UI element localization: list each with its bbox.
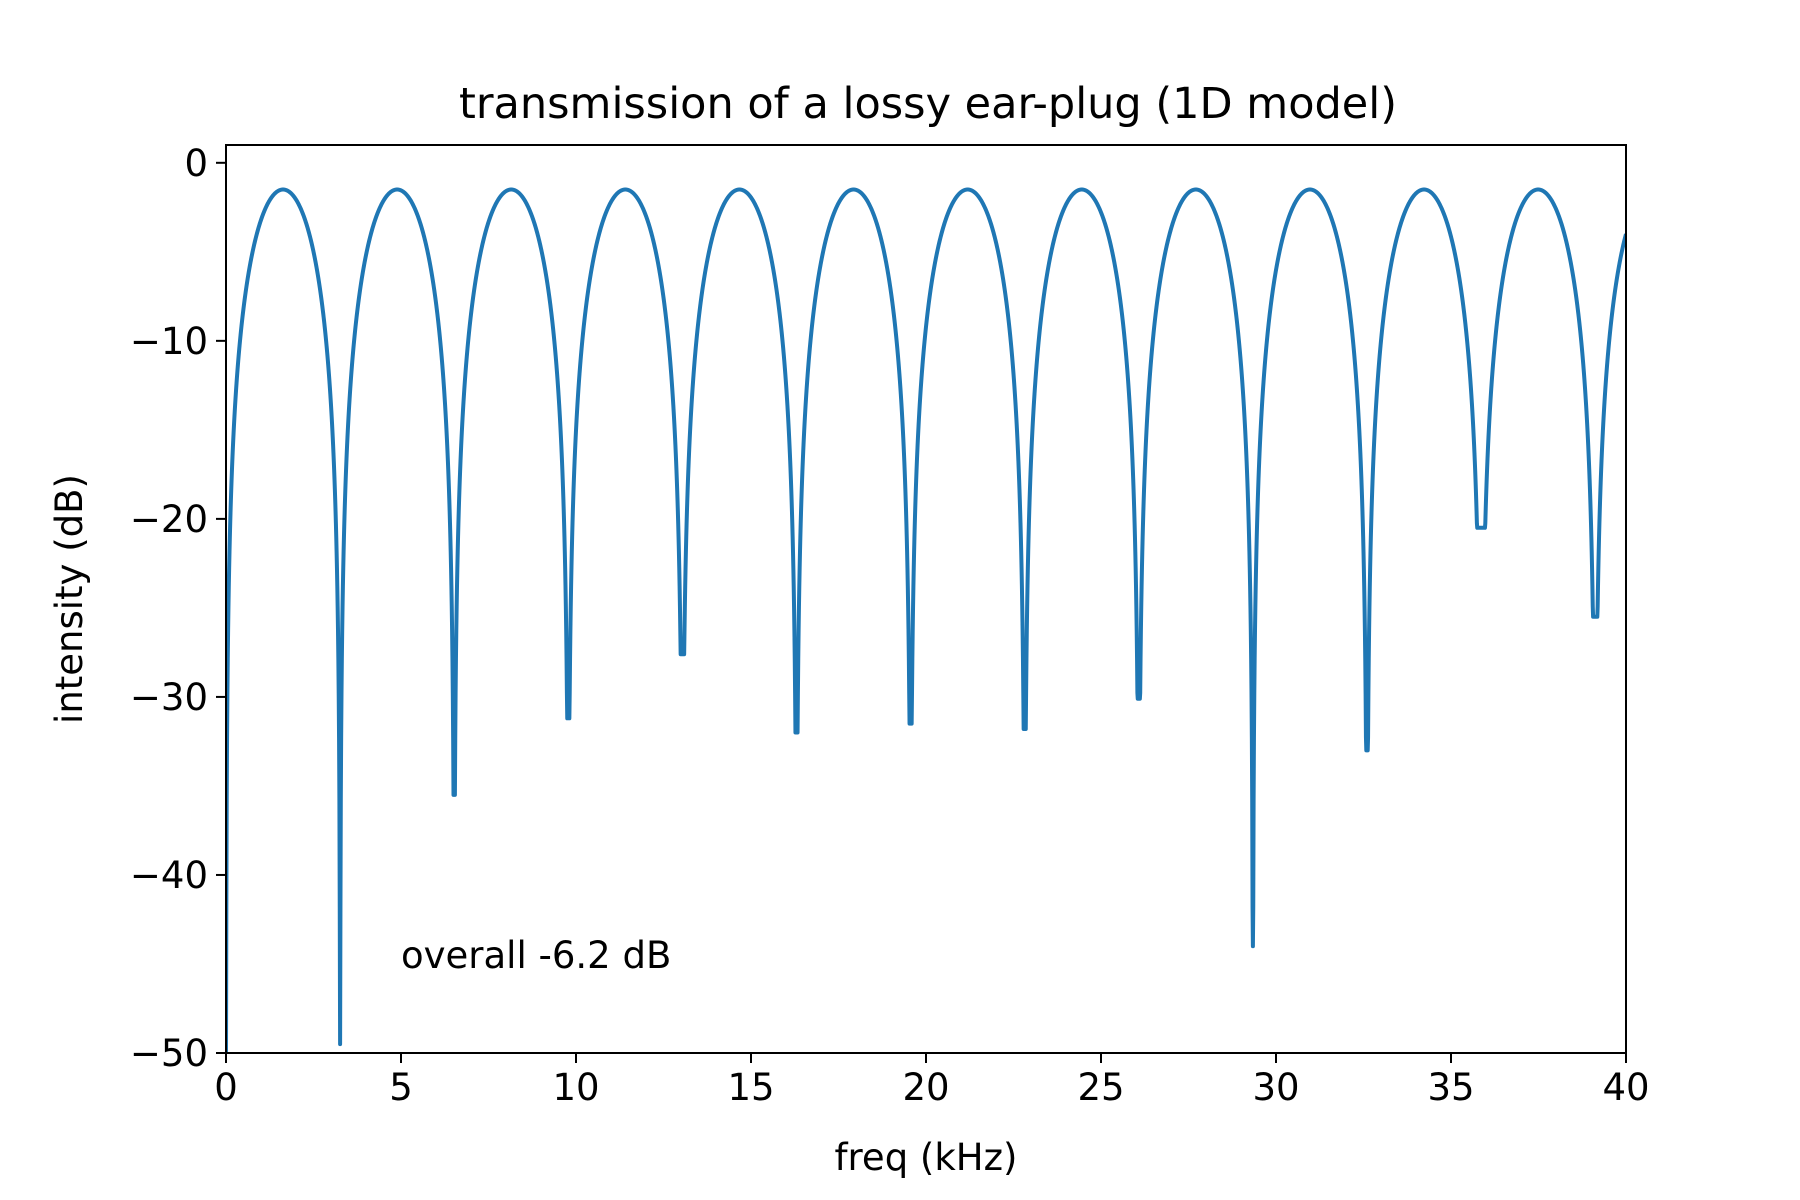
y-tick-label: −40 bbox=[130, 854, 208, 897]
x-tick-label: 30 bbox=[1252, 1066, 1299, 1109]
y-tick-label: −30 bbox=[130, 676, 208, 719]
y-tick-label: 0 bbox=[184, 142, 208, 185]
x-tick-label: 5 bbox=[389, 1066, 413, 1109]
series-layer bbox=[226, 187, 1626, 1053]
y-axis-label: intensity (dB) bbox=[48, 474, 91, 724]
series-line bbox=[226, 187, 1626, 1053]
y-tick-label: −20 bbox=[130, 498, 208, 541]
x-axis-label: freq (kHz) bbox=[835, 1136, 1018, 1179]
x-axis: 0 5 10 15 20 25 30 35 40 bbox=[214, 1053, 1650, 1109]
x-tick-label: 10 bbox=[552, 1066, 599, 1109]
x-tick-label: 20 bbox=[902, 1066, 949, 1109]
x-tick-label: 0 bbox=[214, 1066, 238, 1109]
chart-title: transmission of a lossy ear-plug (1D mod… bbox=[459, 79, 1397, 129]
plot-frame bbox=[225, 144, 1627, 1054]
x-tick-label: 15 bbox=[727, 1066, 774, 1109]
y-axis: 0 −10 −20 −30 −40 −50 bbox=[130, 142, 226, 1075]
x-tick-label: 40 bbox=[1602, 1066, 1649, 1109]
x-tick-label: 25 bbox=[1077, 1066, 1124, 1109]
annotation-layer: overall -6.2 dB bbox=[401, 934, 671, 977]
x-tick-label: 35 bbox=[1427, 1066, 1474, 1109]
y-tick-label: −10 bbox=[130, 320, 208, 363]
plot-area bbox=[225, 144, 1627, 1054]
y-tick-label: −50 bbox=[130, 1032, 208, 1075]
annotation-text: overall -6.2 dB bbox=[401, 934, 671, 977]
